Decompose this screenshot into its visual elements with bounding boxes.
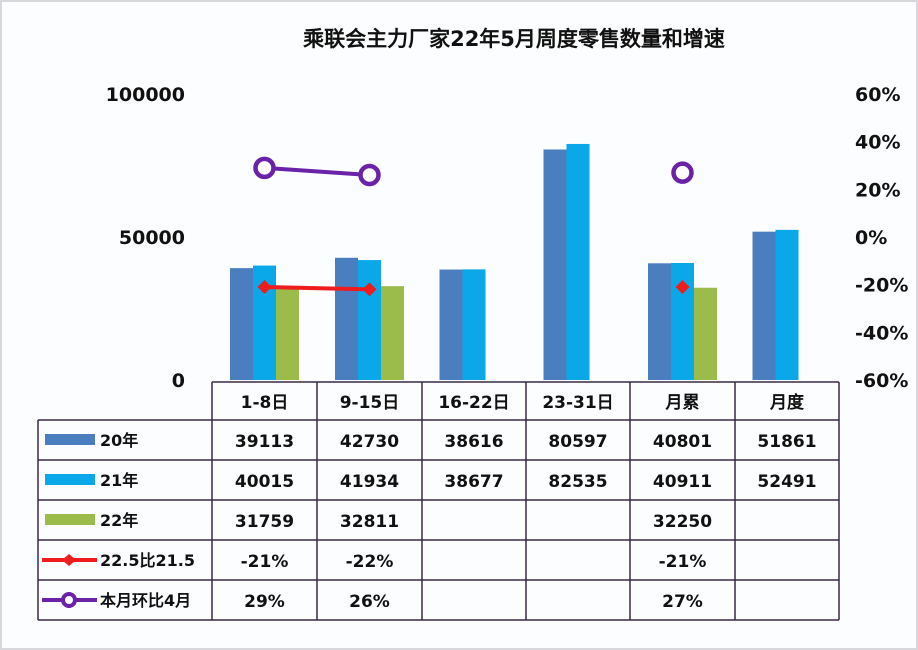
table-cell-value: 40015 <box>235 472 294 492</box>
bar-21年-月度 <box>775 229 799 380</box>
bar-21年-23-31日 <box>566 143 590 380</box>
bar-20年-月累 <box>648 263 671 380</box>
table-cell-value: 26% <box>349 592 390 612</box>
right-axis-tick-label: 20% <box>855 179 900 201</box>
bar-22年-9-15日 <box>381 286 404 380</box>
table-cell-value: 42730 <box>340 432 399 452</box>
right-axis-tick-label: -40% <box>855 322 908 344</box>
table-cell-value: 80597 <box>548 432 607 452</box>
table-cell-value: 52491 <box>757 472 816 492</box>
table-cell-value: -22% <box>346 552 394 572</box>
right-axis-tick-label: 60% <box>855 84 900 106</box>
marker-22.5比21.5-1-8日 <box>257 280 272 295</box>
legend-label: 22.5比21.5 <box>100 551 195 570</box>
table-cell-value: 29% <box>244 592 285 612</box>
table-cell-value: 38616 <box>444 432 503 452</box>
legend-label: 20年 <box>100 431 138 450</box>
legend-marker-22.5比21.5 <box>62 554 76 566</box>
legend-marker-本月环比4月 <box>61 592 77 608</box>
bar-20年-9-15日 <box>335 257 358 380</box>
legend-swatch-22年 <box>45 514 95 525</box>
table-cell-value: -21% <box>241 552 289 572</box>
right-axis-tick-label: 40% <box>855 132 900 154</box>
table-cell-value: 51861 <box>757 432 816 452</box>
table-cell-value: 82535 <box>548 472 607 492</box>
table-cell-value: 32250 <box>653 512 712 532</box>
table-cell-value: -21% <box>659 552 707 572</box>
bar-21年-9-15日 <box>358 260 381 380</box>
chart-title: 乘联会主力厂家22年5月周度零售数量和增速 <box>302 27 725 51</box>
table-cell-value: 39113 <box>235 432 294 452</box>
bar-22年-月累 <box>694 287 717 380</box>
bar-20年-23-31日 <box>543 149 567 380</box>
table-cell-value: 40801 <box>653 432 712 452</box>
left-axis-tick-label: 100000 <box>106 84 185 106</box>
bar-21年-月累 <box>671 262 694 380</box>
legend-swatch-21年 <box>45 474 95 485</box>
bar-20年-1-8日 <box>230 268 253 380</box>
marker-22.5比21.5-月累 <box>675 280 690 295</box>
table-cell-value: 27% <box>662 592 703 612</box>
right-axis-tick-label: 0% <box>855 227 887 249</box>
x-axis-category-label: 16-22日 <box>438 393 509 413</box>
x-axis-category-label: 1-8日 <box>241 393 289 413</box>
marker-本月环比4月-9-15日 <box>358 163 381 187</box>
x-axis-category-label: 月累 <box>665 393 700 413</box>
marker-22.5比21.5-9-15日 <box>362 282 377 297</box>
left-axis-tick-label: 0 <box>172 370 185 392</box>
marker-本月环比4月-1-8日 <box>253 156 276 180</box>
bar-20年-月度 <box>752 231 776 380</box>
legend-swatch-20年 <box>45 434 95 445</box>
legend-label: 22年 <box>100 511 138 530</box>
table-cell-value: 40911 <box>653 472 712 492</box>
table-cell-value: 31759 <box>235 512 294 532</box>
marker-本月环比4月-月累 <box>671 161 694 184</box>
legend-label: 本月环比4月 <box>100 591 191 610</box>
right-axis-tick-label: -60% <box>855 370 908 392</box>
bar-21年-1-8日 <box>253 265 276 380</box>
x-axis-category-label: 月度 <box>769 392 805 413</box>
left-axis-tick-label: 50000 <box>119 227 185 249</box>
x-axis-category-label: 23-31日 <box>542 393 613 413</box>
table-cell-value: 32811 <box>340 512 399 532</box>
bar-22年-1-8日 <box>276 289 299 380</box>
table-cell-value: 41934 <box>340 472 399 492</box>
bar-20年-16-22日 <box>439 269 463 380</box>
line-segment-22.5比21.5 <box>264 285 370 292</box>
table-cell-value: 38677 <box>444 472 503 492</box>
x-axis-category-label: 9-15日 <box>340 393 400 413</box>
legend-label: 21年 <box>100 471 138 490</box>
right-axis-tick-label: -20% <box>855 275 908 297</box>
line-segment-本月环比4月 <box>264 165 370 178</box>
bar-21年-16-22日 <box>462 269 486 380</box>
